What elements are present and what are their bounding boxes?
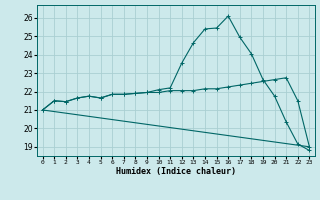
X-axis label: Humidex (Indice chaleur): Humidex (Indice chaleur) — [116, 167, 236, 176]
